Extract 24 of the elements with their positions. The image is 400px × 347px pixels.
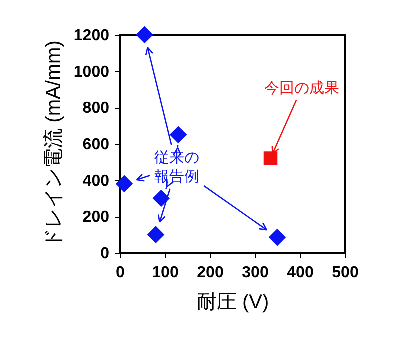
y-tick-label: 600 bbox=[82, 136, 110, 154]
point bbox=[147, 226, 165, 244]
point bbox=[268, 228, 286, 246]
point bbox=[136, 26, 154, 44]
x-tick-label: 500 bbox=[332, 264, 359, 282]
y-axis-title: ドレイン電流 (mA/mm) bbox=[42, 40, 65, 248]
point bbox=[170, 126, 188, 144]
point bbox=[116, 175, 134, 193]
y-tick-label: 0 bbox=[100, 246, 110, 262]
y-tick-label: 400 bbox=[82, 172, 110, 190]
y-tick-label: 200 bbox=[82, 209, 110, 226]
y-tick-label: 800 bbox=[82, 100, 110, 118]
x-tick-label: 200 bbox=[197, 264, 224, 282]
y-tick-label: 1000 bbox=[74, 64, 110, 81]
x-axis-title: 耐圧 (V) bbox=[196, 292, 270, 314]
annotation: 今回の成果 bbox=[264, 80, 340, 97]
annotation: 従来の報告例 bbox=[154, 150, 200, 186]
x-tick-label: 400 bbox=[287, 264, 314, 282]
point bbox=[152, 190, 170, 208]
y-tick-label: 1200 bbox=[74, 28, 110, 44]
x-tick-label: 0 bbox=[116, 264, 126, 282]
x-tick-label: 300 bbox=[242, 264, 269, 282]
x-tick-label: 100 bbox=[152, 264, 179, 282]
point bbox=[264, 152, 278, 166]
